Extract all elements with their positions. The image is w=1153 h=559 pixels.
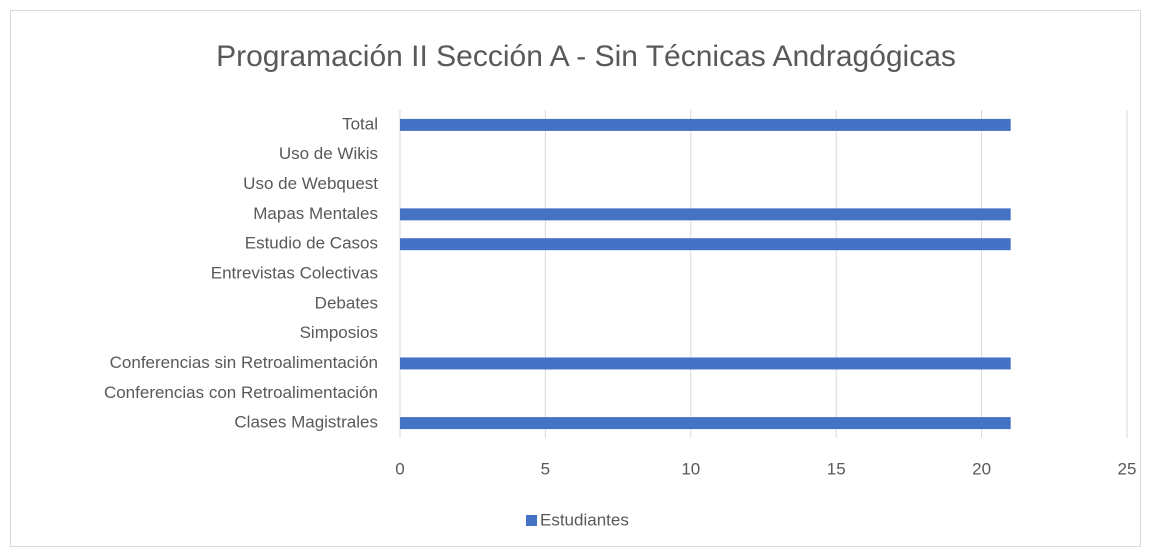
- legend-swatch: [526, 515, 537, 526]
- legend-label: Estudiantes: [540, 510, 629, 529]
- bar: [400, 118, 1011, 131]
- x-tick-label: 15: [827, 459, 846, 478]
- bar: [400, 238, 1011, 251]
- x-tick-label: 25: [1118, 459, 1137, 478]
- x-tick-label: 5: [541, 459, 550, 478]
- y-tick-label: Estudio de Casos: [245, 234, 378, 253]
- chart-border: [10, 10, 1141, 547]
- x-tick-label: 0: [395, 459, 404, 478]
- y-tick-label: Entrevistas Colectivas: [211, 263, 378, 282]
- bar: [400, 208, 1011, 221]
- y-tick-label: Simposios: [300, 323, 378, 342]
- y-tick-label: Clases Magistrales: [234, 413, 378, 432]
- y-tick-label: Conferencias con Retroalimentación: [104, 383, 378, 402]
- y-tick-label: Conferencias sin Retroalimentación: [110, 353, 378, 372]
- chart-title: Programación II Sección A - Sin Técnicas…: [216, 40, 956, 73]
- y-tick-label: Mapas Mentales: [253, 204, 378, 223]
- y-tick-label: Total: [342, 114, 378, 133]
- x-tick-label: 20: [972, 459, 991, 478]
- y-tick-label: Debates: [315, 293, 378, 312]
- x-tick-label: 10: [681, 459, 700, 478]
- bar: [400, 357, 1011, 370]
- bar: [400, 417, 1011, 430]
- y-tick-label: Uso de Webquest: [243, 174, 378, 193]
- y-tick-label: Uso de Wikis: [279, 144, 378, 163]
